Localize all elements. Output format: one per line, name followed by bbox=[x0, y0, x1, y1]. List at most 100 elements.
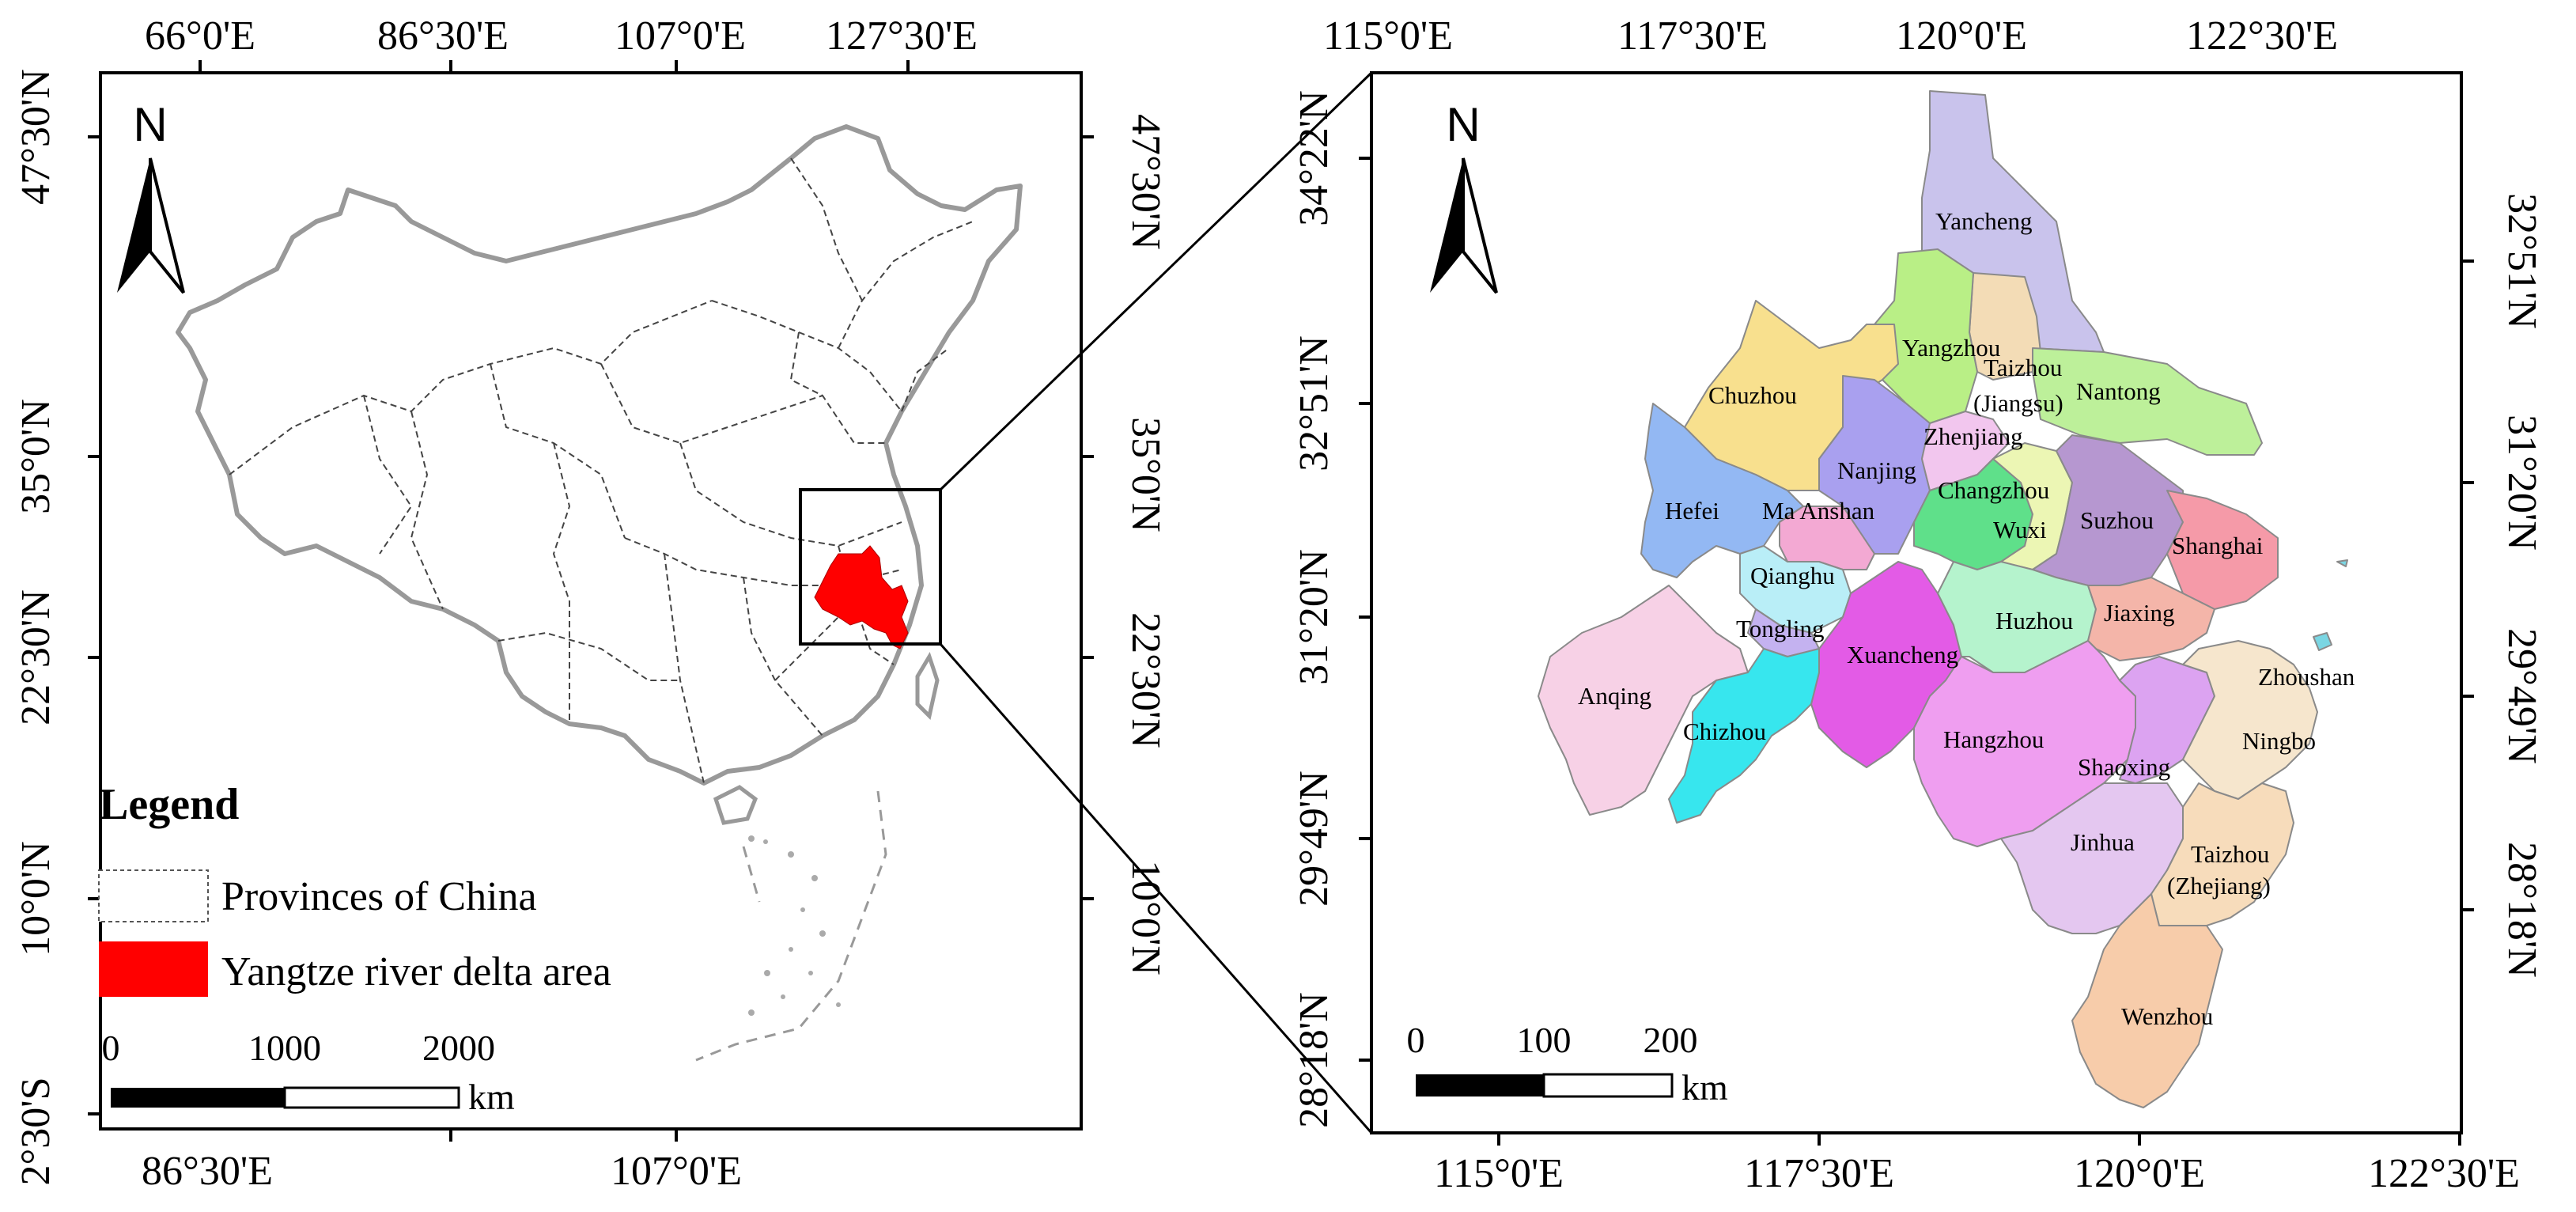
label-nanjing: Nanjing bbox=[1837, 456, 1916, 484]
city-labels: Yancheng Yangzhou Taizhou (Jiangsu) Nant… bbox=[1578, 207, 2355, 1030]
label-zhenjiang: Zhenjiang bbox=[1923, 422, 2023, 450]
delta-top-tick-2: 117°30'E bbox=[1617, 13, 1768, 59]
delta-left-tick-4: 29°49'N bbox=[1292, 771, 1337, 907]
china-right-tick-4: 10°0'N bbox=[1123, 860, 1168, 975]
china-bottom-tick-2: 107°0'E bbox=[611, 1149, 742, 1194]
inset-connectors bbox=[939, 71, 1373, 1134]
scale-right-unit: km bbox=[1681, 1067, 1728, 1108]
north-label-right: N bbox=[1446, 98, 1480, 151]
scale-right-label-1: 100 bbox=[1517, 1020, 1572, 1060]
region-wenzhou bbox=[2071, 893, 2223, 1108]
delta-right-tick-3: 29°49'N bbox=[2499, 628, 2544, 764]
legend-swatch-provinces bbox=[98, 869, 209, 922]
delta-left-tick-5: 28°18'N bbox=[1292, 992, 1337, 1128]
inset-frame bbox=[799, 488, 942, 646]
scale-left-label-1: 1000 bbox=[248, 1028, 321, 1068]
label-zhoushan: Zhoushan bbox=[2258, 663, 2355, 691]
china-top-tick-2: 86°30'E bbox=[377, 13, 509, 59]
china-left-tick-4: 10°0'N bbox=[13, 841, 59, 956]
scale-left-label-0: 0 bbox=[102, 1028, 120, 1068]
taiwan-island bbox=[915, 652, 940, 720]
china-top-tick-1: 66°0'E bbox=[145, 13, 255, 59]
region-nantong bbox=[2032, 347, 2263, 456]
label-chuzhou: Chuzhou bbox=[1708, 381, 1797, 409]
delta-right-tick-2: 31°20'N bbox=[2499, 415, 2544, 551]
china-left-tick-2: 35°0'N bbox=[13, 399, 59, 514]
label-taizhou-zj-2: (Zhejiang) bbox=[2167, 872, 2271, 900]
china-left-tick-5: 2°30'S bbox=[13, 1077, 59, 1185]
city-regions bbox=[1538, 90, 2348, 1108]
delta-left-tick-2: 32°51'N bbox=[1292, 335, 1337, 472]
region-shanghai bbox=[2166, 490, 2279, 610]
label-jinhua: Jinhua bbox=[2071, 828, 2135, 856]
label-taizhou-zj-1: Taizhou bbox=[2191, 840, 2269, 868]
china-province-borders bbox=[229, 157, 974, 784]
label-changzhou: Changzhou bbox=[1938, 476, 2049, 504]
north-label-left: N bbox=[133, 98, 167, 151]
label-wenzhou: Wenzhou bbox=[2121, 1002, 2213, 1030]
china-bottom-tick-1: 86°30'E bbox=[142, 1149, 273, 1194]
china-left-tick-3: 22°30'N bbox=[13, 589, 59, 725]
label-ningbo: Ningbo bbox=[2242, 727, 2316, 755]
label-suzhou: Suzhou bbox=[2080, 506, 2154, 534]
north-arrow-right: N bbox=[1430, 98, 1498, 294]
delta-bottom-tick-3: 120°0'E bbox=[2074, 1151, 2205, 1196]
label-chizhou: Chizhou bbox=[1683, 718, 1766, 745]
china-right-tick-2: 35°0'N bbox=[1123, 417, 1168, 532]
label-huzhou: Huzhou bbox=[1995, 607, 2073, 634]
scale-right-label-0: 0 bbox=[1407, 1020, 1425, 1060]
region-zhoushan-2 bbox=[2336, 559, 2348, 567]
delta-bottom-tick-4: 122°30'E bbox=[2368, 1151, 2520, 1196]
scale-bar-left: 0 1000 2000 km bbox=[102, 1028, 516, 1117]
china-outline bbox=[176, 124, 1023, 786]
label-yancheng: Yancheng bbox=[1935, 207, 2033, 235]
scale-left-label-2: 2000 bbox=[422, 1028, 495, 1068]
label-tongling: Tongling bbox=[1736, 615, 1825, 642]
label-jiaxing: Jiaxing bbox=[2104, 599, 2175, 627]
china-top-tick-4: 127°30'E bbox=[826, 13, 978, 59]
delta-top-tick-4: 122°30'E bbox=[2186, 13, 2338, 59]
delta-top-tick-1: 115°0'E bbox=[1323, 13, 1453, 59]
china-right-tick-1: 47°30'N bbox=[1123, 114, 1168, 250]
region-anqing bbox=[1538, 585, 1749, 816]
label-maanshan: Ma Anshan bbox=[1762, 497, 1875, 525]
china-left-tick-1: 47°30'N bbox=[13, 69, 59, 205]
delta-left-tick-3: 31°20'N bbox=[1292, 549, 1337, 685]
delta-map-ticks bbox=[1359, 157, 2474, 1146]
legend-swatch-delta bbox=[99, 941, 208, 997]
delta-bottom-tick-1: 115°0'E bbox=[1434, 1151, 1564, 1196]
delta-bottom-tick-2: 117°30'E bbox=[1744, 1151, 1894, 1196]
label-qianghu: Qianghu bbox=[1750, 562, 1835, 589]
china-overview-map: 66°0'E 86°30'E 107°0'E 127°30'E 86°30'E … bbox=[13, 13, 1168, 1194]
delta-right-tick-4: 28°18'N bbox=[2499, 842, 2544, 978]
delta-left-tick-1: 34°22'N bbox=[1292, 90, 1337, 226]
label-shanghai: Shanghai bbox=[2172, 532, 2264, 559]
label-taizhou-js-1: Taizhou bbox=[1984, 354, 2062, 381]
south-china-sea-islands bbox=[695, 790, 887, 1062]
south-china-sea-dots bbox=[748, 835, 841, 1016]
scale-bar-right: 0 100 200 km bbox=[1407, 1020, 1729, 1108]
yangtze-delta-area bbox=[814, 545, 909, 650]
label-nantong: Nantong bbox=[2076, 377, 2161, 405]
region-nanjing bbox=[1818, 375, 1931, 555]
delta-top-tick-3: 120°0'E bbox=[1896, 13, 2027, 59]
china-top-tick-3: 107°0'E bbox=[615, 13, 746, 59]
legend-label-provinces: Provinces of China bbox=[221, 874, 537, 919]
delta-detail-map: 115°0'E 117°30'E 120°0'E 122°30'E 115°0'… bbox=[1292, 13, 2544, 1196]
region-taizhou-zhejiang bbox=[2150, 782, 2294, 926]
legend: Legend Provinces of China Yangtze river … bbox=[98, 780, 611, 997]
scale-left-unit: km bbox=[468, 1077, 515, 1117]
label-yangzhou: Yangzhou bbox=[1902, 334, 2000, 362]
region-ningbo bbox=[2182, 640, 2318, 800]
china-right-tick-3: 22°30'N bbox=[1123, 612, 1168, 748]
delta-right-tick-1: 32°51'N bbox=[2499, 193, 2544, 329]
legend-label-delta: Yangtze river delta area bbox=[221, 949, 611, 994]
region-hefei bbox=[1640, 403, 1804, 578]
north-arrow-left: N bbox=[117, 98, 185, 294]
label-hefei: Hefei bbox=[1665, 497, 1719, 525]
region-chizhou bbox=[1668, 648, 1820, 824]
hainan-island bbox=[713, 785, 758, 825]
label-wuxi: Wuxi bbox=[1993, 516, 2047, 544]
label-xuancheng: Xuancheng bbox=[1847, 641, 1958, 668]
label-hangzhou: Hangzhou bbox=[1943, 725, 2044, 753]
